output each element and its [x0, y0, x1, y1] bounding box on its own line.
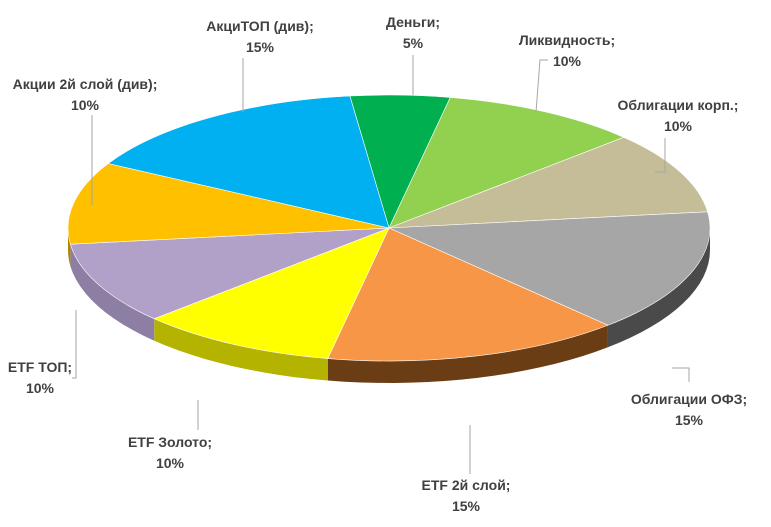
slice-side-облигации-офз — [607, 228, 710, 348]
leader-lines — [72, 55, 690, 474]
slice-value-облигации-корп: 10% — [664, 118, 693, 134]
slice-side-etf-топ — [70, 244, 155, 341]
slice-side-etf-золото — [154, 318, 328, 381]
slice-label-облигации-офз: Облигации ОФЗ; — [631, 391, 747, 407]
slice-etf-топ — [69, 227, 390, 320]
leader-line-облигации-офз — [672, 367, 690, 382]
slice-value-акции-2й-слой-див: 10% — [71, 97, 100, 113]
slice-ликвидность — [388, 97, 625, 229]
slice-label-акции-2й-слой-див: Акции 2й слой (див); — [13, 76, 158, 92]
slice-label-акцитоп-див: АкциТОП (див); — [206, 18, 313, 34]
slice-value-ликвидность: 10% — [553, 53, 582, 69]
slice-value-акцитоп-див: 15% — [246, 39, 275, 55]
slice-label-etf-2й-слой: ETF 2й слой; — [422, 477, 511, 493]
slice-etf-2й-слой — [327, 227, 609, 362]
slice-label-деньги: Деньги; — [386, 14, 440, 30]
slice-акцитоп-див — [107, 95, 390, 229]
slice-value-etf-золото: 10% — [156, 455, 185, 471]
slice-etf-золото — [153, 227, 390, 359]
slice-value-etf-2й-слой: 15% — [452, 498, 481, 514]
leader-line-etf-топ — [72, 310, 77, 379]
slice-облигации-офз — [388, 211, 711, 326]
slice-side-etf-2й-слой — [327, 325, 608, 383]
pie-slices — [67, 94, 711, 362]
slice-label-ликвидность: Ликвидность; — [519, 32, 615, 48]
slice-value-etf-топ: 10% — [26, 380, 55, 396]
slice-labels: Деньги; 5% Ликвидность; 10% Облигации корп.;… — [8, 14, 747, 514]
slice-облигации-корп — [388, 136, 709, 229]
slice-акции-2й-слой-див — [67, 163, 390, 245]
slice-value-деньги: 5% — [403, 35, 424, 51]
slice-label-etf-топ: ETF ТОП; — [8, 359, 72, 375]
slice-value-облигации-офз: 15% — [675, 412, 704, 428]
leader-line-ликвидность — [535, 59, 548, 113]
slice-label-облигации-корп: Облигации корп.; — [618, 97, 739, 113]
slice-label-etf-золото: ETF Золото; — [128, 434, 212, 450]
leader-line-облигации-корп — [655, 138, 666, 173]
